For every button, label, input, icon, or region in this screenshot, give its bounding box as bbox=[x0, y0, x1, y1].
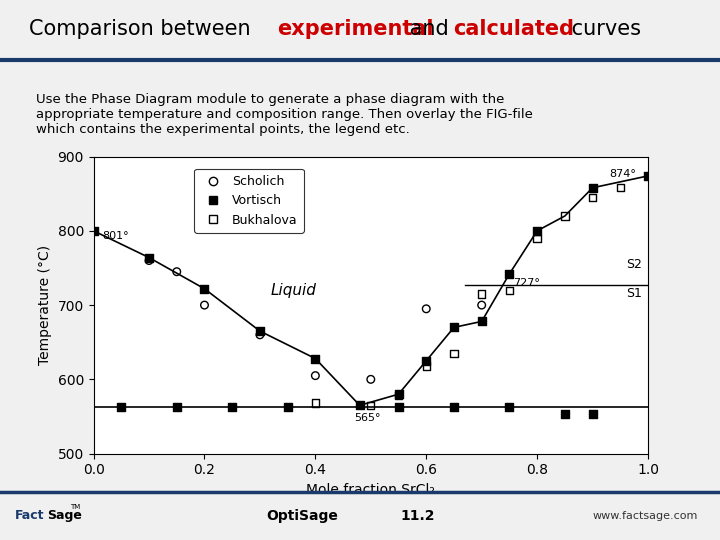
Bukhalova bbox=[420, 362, 432, 370]
Point bbox=[504, 402, 516, 411]
Text: 801°: 801° bbox=[102, 231, 129, 241]
Bukhalova bbox=[476, 289, 487, 298]
Text: Liquid: Liquid bbox=[271, 283, 317, 298]
Point bbox=[115, 402, 127, 411]
Scholich bbox=[310, 372, 321, 380]
X-axis label: Mole fraction SrCl₂: Mole fraction SrCl₂ bbox=[307, 483, 435, 497]
Text: 11.2: 11.2 bbox=[400, 509, 435, 523]
Text: OptiSage: OptiSage bbox=[266, 509, 338, 523]
Point bbox=[171, 402, 183, 411]
Vortisch bbox=[88, 227, 99, 235]
Text: and: and bbox=[403, 19, 456, 39]
Vortisch bbox=[587, 184, 598, 192]
Text: www.factsage.com: www.factsage.com bbox=[593, 511, 698, 521]
Text: curves: curves bbox=[565, 19, 642, 39]
Text: 874°: 874° bbox=[609, 168, 636, 179]
Bukhalova bbox=[559, 212, 570, 220]
Text: Sage: Sage bbox=[47, 509, 81, 522]
Text: S2: S2 bbox=[626, 258, 642, 271]
Scholich bbox=[476, 301, 487, 309]
Text: 565°: 565° bbox=[354, 413, 381, 423]
Text: TM: TM bbox=[70, 503, 80, 510]
Bukhalova bbox=[393, 392, 405, 400]
Bukhalova bbox=[365, 401, 377, 410]
Point bbox=[559, 410, 570, 418]
Vortisch bbox=[354, 401, 366, 410]
Bukhalova bbox=[310, 399, 321, 407]
Point bbox=[393, 402, 405, 411]
Vortisch bbox=[143, 253, 155, 262]
Legend: Scholich, Vortisch, Bukhalova: Scholich, Vortisch, Bukhalova bbox=[194, 169, 304, 233]
Scholich bbox=[254, 330, 266, 339]
Text: calculated: calculated bbox=[454, 19, 575, 39]
Bukhalova bbox=[587, 193, 598, 202]
Bukhalova bbox=[504, 286, 516, 295]
Scholich bbox=[365, 375, 377, 383]
Vortisch bbox=[504, 269, 516, 278]
Scholich bbox=[420, 305, 432, 313]
Vortisch bbox=[199, 285, 210, 293]
Scholich bbox=[171, 267, 183, 276]
Text: experimental: experimental bbox=[277, 19, 433, 39]
Vortisch bbox=[448, 323, 460, 332]
Bukhalova bbox=[615, 184, 626, 192]
Point bbox=[226, 402, 238, 411]
Vortisch bbox=[531, 227, 543, 235]
Text: Fact: Fact bbox=[14, 509, 44, 522]
Text: S1: S1 bbox=[626, 287, 642, 300]
Text: Use the Phase Diagram module to generate a phase diagram with the
appropriate te: Use the Phase Diagram module to generate… bbox=[36, 93, 533, 136]
Text: Comparison between: Comparison between bbox=[29, 19, 257, 39]
Point bbox=[448, 402, 460, 411]
Vortisch bbox=[393, 390, 405, 399]
Bukhalova bbox=[448, 349, 460, 357]
Text: 727°: 727° bbox=[513, 278, 539, 288]
Point bbox=[587, 410, 598, 418]
Vortisch bbox=[254, 327, 266, 335]
Vortisch bbox=[420, 356, 432, 365]
Vortisch bbox=[310, 354, 321, 363]
Vortisch bbox=[476, 317, 487, 326]
Scholich bbox=[143, 256, 155, 265]
Y-axis label: Temperature (°C): Temperature (°C) bbox=[38, 245, 52, 365]
Bukhalova bbox=[531, 234, 543, 242]
Vortisch bbox=[642, 172, 654, 180]
Scholich bbox=[199, 301, 210, 309]
Point bbox=[282, 402, 294, 411]
